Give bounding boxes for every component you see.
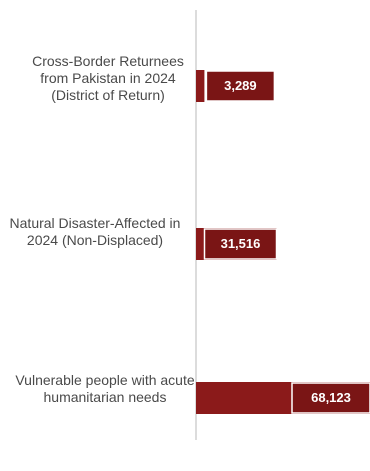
category-label-returnees: Cross-Border Returnees from Pakistan in … [32,53,184,103]
value-label-vulnerable: 68,123 [311,390,351,405]
value-label-box-natural-disaster [203,228,278,260]
value-label-box-vulnerable [291,382,370,414]
category-label-natural-disaster: Natural Disaster-Affected in 2024 (Non-D… [9,215,181,248]
value-label-box-returnees [205,70,276,102]
value-label-returnees: 3,289 [224,78,257,93]
value-label-natural-disaster: 31,516 [220,236,261,251]
category-label-vulnerable: Vulnerable people with acute humanitaria… [15,372,195,405]
bar-returnees [196,70,205,102]
